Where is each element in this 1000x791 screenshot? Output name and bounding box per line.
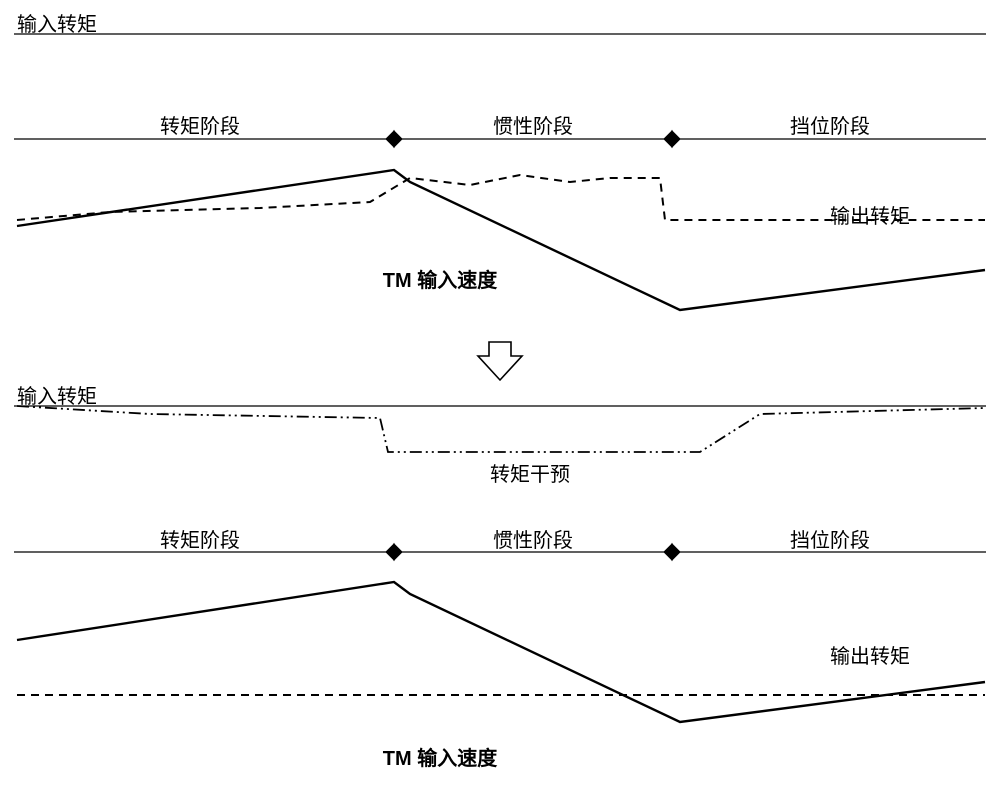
tm-speed-curve-upper [17,170,985,310]
phase-div2-lower [664,544,680,560]
diagram-canvas: 输入转矩 转矩阶段 惯性阶段 挡位阶段 输出转矩 TM 输入速度 输入转矩 转矩… [0,0,1000,791]
label-torque-phase-lower: 转矩阶段 [160,524,240,553]
label-torque-intervention: 转矩干预 [490,458,570,487]
torque-intervention-curve [17,406,985,452]
label-input-torque-top: 输入转矩 [17,8,97,37]
label-output-torque-upper: 输出转矩 [830,200,910,229]
label-tm-speed-lower: TM 输入速度 [383,742,497,771]
label-gear-phase-lower: 挡位阶段 [790,524,870,553]
label-input-torque-mid: 输入转矩 [17,380,97,409]
phase-div2-upper [664,131,680,147]
label-torque-phase-upper: 转矩阶段 [160,110,240,139]
label-tm-speed-upper: TM 输入速度 [383,264,497,293]
phase-div1-lower [386,544,402,560]
down-arrow [478,342,522,380]
label-inertia-phase-lower: 惯性阶段 [493,524,573,553]
label-inertia-phase-upper: 惯性阶段 [493,110,573,139]
label-gear-phase-upper: 挡位阶段 [790,110,870,139]
label-output-torque-lower: 输出转矩 [830,640,910,669]
phase-div1-upper [386,131,402,147]
